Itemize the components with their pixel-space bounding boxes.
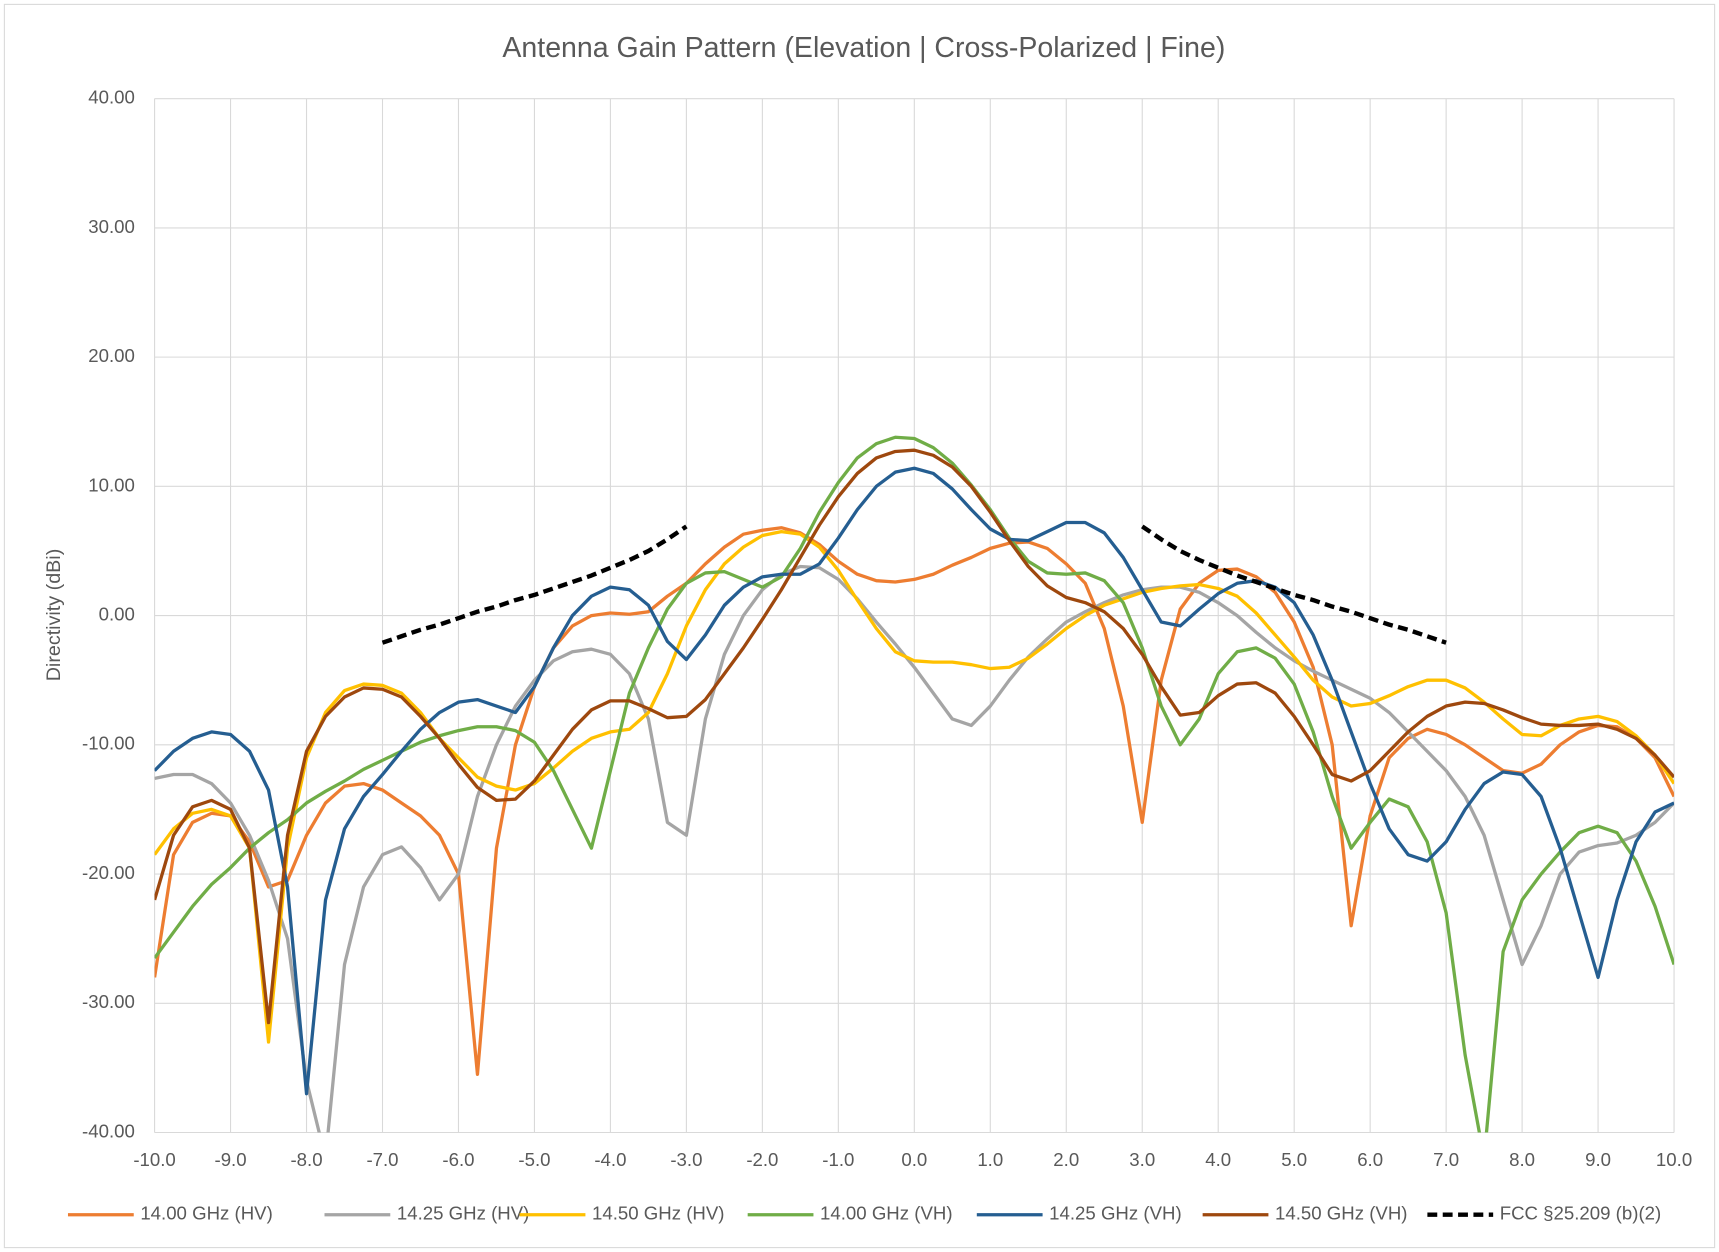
x-tick-label: -8.0 bbox=[290, 1149, 322, 1170]
legend-label: 14.50 GHz (HV) bbox=[592, 1203, 725, 1224]
series-line bbox=[154, 448, 1675, 1025]
x-tick-label: 3.0 bbox=[1129, 1149, 1155, 1170]
x-tick-label: 2.0 bbox=[1053, 1149, 1079, 1170]
x-tick-label: 5.0 bbox=[1281, 1149, 1307, 1170]
legend: 14.00 GHz (HV) 14.25 GHz (HV) 14.50 GHz (H… bbox=[67, 1203, 1661, 1224]
y-tick-label: 10.00 bbox=[88, 474, 135, 495]
series-line bbox=[154, 529, 1675, 1044]
x-tick-label: 10.0 bbox=[1656, 1149, 1692, 1170]
series-line bbox=[381, 524, 1447, 645]
legend-label: 14.25 GHz (HV) bbox=[397, 1203, 530, 1224]
x-tick-label: -6.0 bbox=[442, 1149, 474, 1170]
x-tick-label: 8.0 bbox=[1509, 1149, 1535, 1170]
y-tick-label: -40.00 bbox=[82, 1120, 135, 1141]
x-tick-label: 4.0 bbox=[1205, 1149, 1231, 1170]
x-tick-label: -10.0 bbox=[133, 1149, 175, 1170]
y-tick-label: 30.00 bbox=[88, 216, 135, 237]
plot-area bbox=[154, 435, 1675, 1133]
x-tick-label: -1.0 bbox=[822, 1149, 854, 1170]
y-tick-label: 0.00 bbox=[99, 604, 135, 625]
x-tick-label: -5.0 bbox=[518, 1149, 550, 1170]
x-tick-label: 6.0 bbox=[1357, 1149, 1383, 1170]
series-line bbox=[154, 435, 1675, 1133]
y-axis-label: Directivity (dBi) bbox=[43, 549, 65, 682]
y-tick-label: 40.00 bbox=[88, 87, 135, 108]
x-tick-label: 1.0 bbox=[977, 1149, 1003, 1170]
legend-label: 14.25 GHz (VH) bbox=[1049, 1203, 1182, 1224]
x-tick-label: -2.0 bbox=[746, 1149, 778, 1170]
x-tick-label: -3.0 bbox=[670, 1149, 702, 1170]
x-tick-label: 7.0 bbox=[1433, 1149, 1459, 1170]
chart-title: Antenna Gain Pattern (Elevation | Cross-… bbox=[502, 32, 1225, 64]
series-line bbox=[154, 526, 1675, 1076]
x-tick-label: -7.0 bbox=[366, 1149, 398, 1170]
series-line bbox=[154, 564, 1675, 1133]
chart-border bbox=[3, 3, 1716, 1249]
y-tick-label: -10.00 bbox=[82, 733, 135, 754]
y-tick-label: 20.00 bbox=[88, 345, 135, 366]
legend-label: 14.00 GHz (VH) bbox=[820, 1203, 953, 1224]
x-tick-label: 9.0 bbox=[1585, 1149, 1611, 1170]
y-tick-label: -30.00 bbox=[82, 991, 135, 1012]
series-line bbox=[154, 466, 1675, 1096]
legend-label: FCC §25.209 (b)(2) bbox=[1500, 1203, 1661, 1224]
x-tick-label: -9.0 bbox=[215, 1149, 247, 1170]
y-tick-label: -20.00 bbox=[82, 862, 135, 883]
grid: -40.00 -30.00 -20.00 -10.00 0.00 10.00 20.00 30… bbox=[82, 87, 1692, 1170]
legend-label: 14.50 GHz (VH) bbox=[1275, 1203, 1408, 1224]
x-tick-label: 0.0 bbox=[901, 1149, 927, 1170]
x-tick-label: -4.0 bbox=[594, 1149, 626, 1170]
legend-label: 14.00 GHz (HV) bbox=[140, 1203, 273, 1224]
